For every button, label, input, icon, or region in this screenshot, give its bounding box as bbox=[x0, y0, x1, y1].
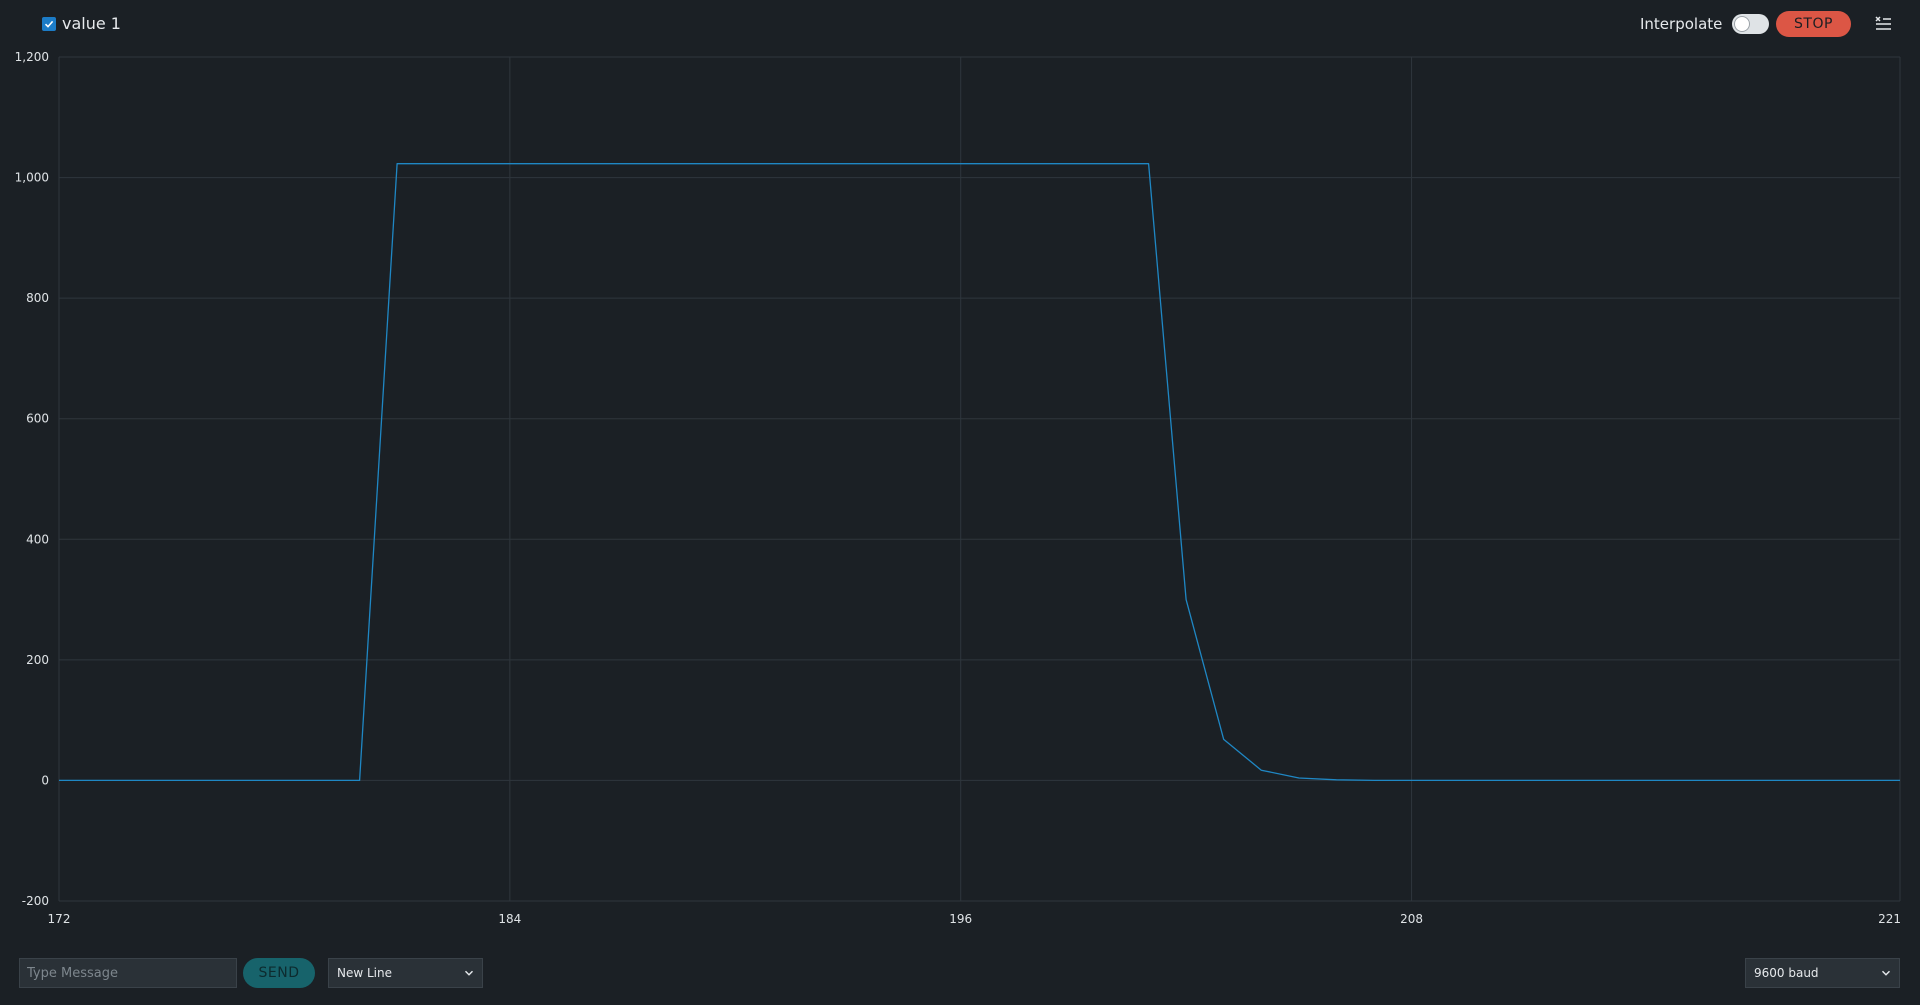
x-tick-label: 172 bbox=[48, 912, 71, 926]
series-toggle[interactable]: value 1 bbox=[42, 14, 121, 33]
footer: SEND New Line 9600 baud bbox=[0, 958, 1920, 998]
line-chart: 1,200 1,000 800 600 400 200 0 -200 172 184 196 208 2… bbox=[15, 50, 1901, 926]
chevron-down-icon bbox=[464, 970, 474, 976]
send-button[interactable]: SEND bbox=[243, 958, 315, 988]
series-line bbox=[59, 163, 1900, 782]
message-input[interactable] bbox=[19, 958, 237, 988]
line-ending-value: New Line bbox=[337, 966, 392, 980]
baud-rate-select[interactable]: 9600 baud bbox=[1745, 958, 1900, 988]
toolbar: value 1 Interpolate STOP bbox=[0, 0, 1920, 48]
y-tick-label: 400 bbox=[26, 532, 49, 546]
y-tick-label: 800 bbox=[26, 291, 49, 305]
chevron-down-icon bbox=[1881, 970, 1891, 976]
y-tick-label: 1,200 bbox=[15, 50, 49, 64]
interpolate-toggle[interactable] bbox=[1732, 14, 1770, 34]
y-tick-label: 1,000 bbox=[15, 171, 49, 185]
baud-rate-value: 9600 baud bbox=[1754, 966, 1819, 980]
stop-button[interactable]: STOP bbox=[1776, 11, 1851, 37]
interpolate-label: Interpolate bbox=[1640, 15, 1723, 33]
line-ending-select[interactable]: New Line bbox=[328, 958, 483, 988]
series-label: value 1 bbox=[62, 14, 121, 33]
y-tick-label: 0 bbox=[41, 773, 49, 787]
toggle-knob bbox=[1734, 16, 1751, 32]
x-tick-label: 184 bbox=[498, 912, 521, 926]
x-tick-label: 221 bbox=[1878, 912, 1901, 926]
x-tick-label: 196 bbox=[949, 912, 972, 926]
y-tick-label: 600 bbox=[26, 412, 49, 426]
check-icon[interactable] bbox=[42, 16, 56, 31]
clear-list-icon[interactable] bbox=[1874, 14, 1892, 32]
y-tick-label: -200 bbox=[22, 894, 49, 908]
interpolate-control: Interpolate bbox=[1640, 14, 1770, 34]
plot-area: 1,200 1,000 800 600 400 200 0 -200 172 184 196 208 2… bbox=[0, 48, 1920, 928]
y-tick-label: 200 bbox=[26, 653, 49, 667]
x-tick-label: 208 bbox=[1400, 912, 1423, 926]
